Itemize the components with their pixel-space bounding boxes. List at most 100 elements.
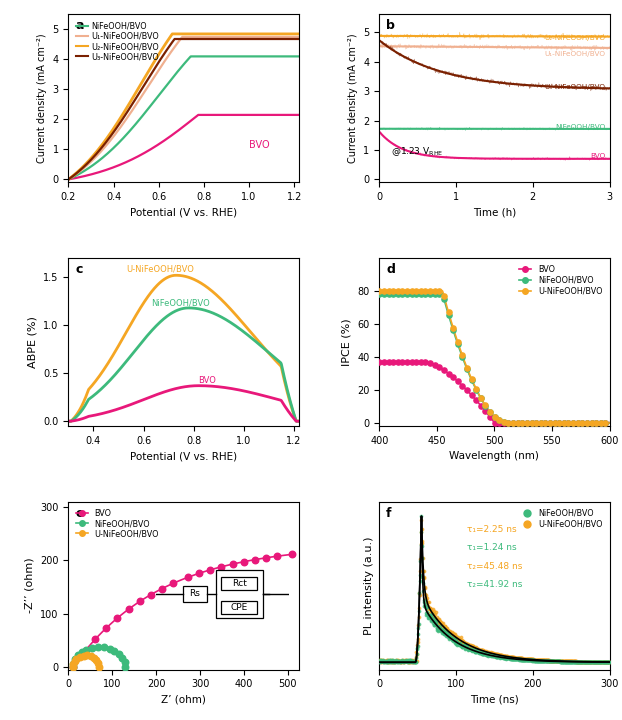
Point [448, 633, 458, 644]
Point [417, 523, 427, 534]
Point [478, 646, 488, 657]
Point [554, 656, 564, 667]
Point [582, 656, 592, 667]
Point [392, 656, 402, 667]
Point [550, 655, 560, 667]
Point [542, 655, 552, 667]
Point [430, 289, 440, 300]
Point [455, 637, 465, 649]
Point [459, 640, 469, 652]
Point [564, 655, 574, 667]
Point [396, 657, 406, 668]
Point [507, 653, 517, 665]
Point [458, 641, 468, 652]
Point [557, 656, 567, 667]
Point [586, 656, 596, 667]
Point [531, 654, 541, 665]
Point [443, 631, 453, 642]
Point [421, 590, 431, 601]
Point [379, 285, 389, 297]
Point [399, 654, 409, 666]
Point [470, 645, 480, 657]
Point [564, 656, 574, 667]
Point [86, 650, 96, 662]
Point [529, 654, 539, 665]
Point [575, 656, 585, 667]
Point [535, 654, 545, 666]
Point [590, 656, 600, 667]
Point [446, 629, 456, 640]
Point [414, 618, 424, 629]
Point [524, 654, 534, 665]
Point [427, 606, 437, 617]
Point [486, 649, 496, 661]
Point [434, 623, 444, 634]
Point [434, 616, 443, 628]
Point [483, 649, 493, 660]
Point [552, 656, 562, 667]
Y-axis label: ABPE (%): ABPE (%) [28, 316, 38, 368]
Point [554, 656, 564, 667]
Point [580, 656, 590, 667]
Point [492, 651, 502, 662]
Point [448, 630, 458, 642]
Point [592, 656, 602, 667]
Point [485, 647, 495, 659]
Point [479, 646, 489, 657]
Point [412, 640, 422, 652]
Point [560, 656, 570, 667]
Point [443, 626, 453, 637]
Point [402, 654, 412, 666]
Point [414, 588, 424, 599]
Point [465, 643, 475, 654]
Point [577, 417, 587, 428]
Point [473, 643, 483, 654]
Point [573, 417, 583, 428]
Point [454, 633, 464, 644]
Point [585, 656, 595, 667]
Point [460, 639, 470, 650]
Point [453, 376, 463, 387]
Point [598, 656, 608, 667]
Point [577, 417, 587, 428]
Point [481, 649, 491, 660]
Point [472, 643, 482, 654]
Point [560, 656, 570, 667]
Point [564, 656, 574, 667]
Point [498, 650, 508, 662]
Point [513, 417, 522, 428]
Point [73, 649, 83, 661]
Point [596, 417, 606, 428]
Point [462, 642, 471, 654]
Point [567, 656, 577, 667]
Point [527, 654, 537, 665]
Point [228, 558, 238, 570]
Point [388, 654, 398, 666]
Point [388, 657, 398, 668]
Point [420, 582, 430, 594]
Point [564, 656, 573, 667]
Point [587, 656, 597, 667]
Point [518, 654, 527, 665]
Point [462, 638, 471, 649]
Point [537, 655, 547, 667]
X-axis label: Potential (V vs. RHE): Potential (V vs. RHE) [130, 207, 237, 217]
Point [404, 656, 414, 667]
Point [580, 656, 590, 667]
Point [432, 622, 442, 634]
Point [554, 655, 564, 667]
Point [477, 648, 487, 660]
Point [563, 655, 573, 667]
Point [392, 655, 402, 667]
Point [114, 648, 124, 660]
Point [532, 654, 542, 665]
Text: NiFeOOH/BVO: NiFeOOH/BVO [151, 298, 210, 307]
Point [521, 654, 531, 666]
Point [503, 651, 513, 662]
Point [381, 654, 391, 666]
Point [562, 655, 572, 667]
Point [391, 654, 401, 666]
Point [485, 649, 494, 661]
Point [567, 656, 577, 667]
Point [568, 417, 578, 428]
